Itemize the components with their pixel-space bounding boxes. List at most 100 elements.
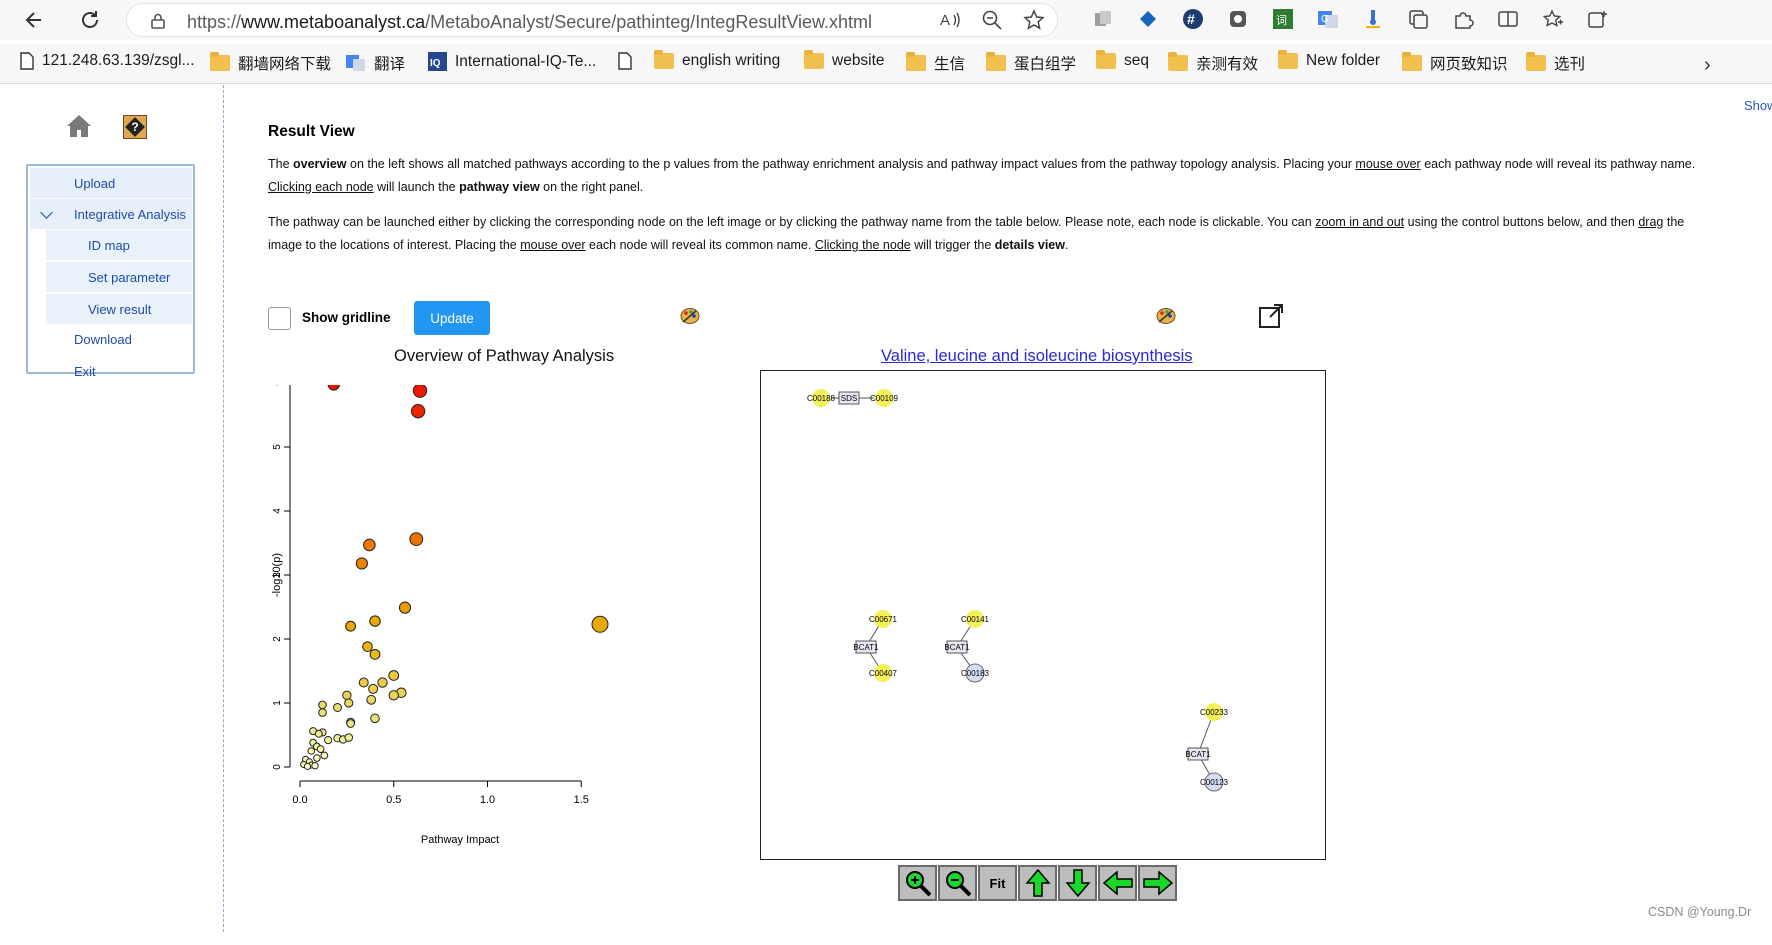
pathway-node[interactable]: BCAT1	[853, 640, 879, 654]
fit-button[interactable]: Fit	[978, 865, 1017, 901]
pathway-point[interactable]	[366, 694, 377, 705]
pathway-point[interactable]	[324, 736, 333, 745]
bookmark-folder[interactable]: 蛋白组学	[986, 52, 1076, 74]
bookmark-folder[interactable]: 亲测有效	[1168, 52, 1258, 74]
pathway-node[interactable]: C00188	[807, 389, 836, 407]
pathway-point[interactable]	[398, 601, 412, 614]
palette-icon[interactable]	[1156, 307, 1176, 325]
pathway-node[interactable]: C00233	[1200, 703, 1229, 721]
chevron-down-icon[interactable]	[40, 206, 53, 219]
pathway-point[interactable]	[342, 690, 352, 701]
pathway-point[interactable]	[368, 683, 379, 694]
update-button[interactable]: Update	[414, 301, 490, 335]
pathway-point[interactable]	[363, 538, 376, 552]
zoom-in-button[interactable]	[898, 865, 937, 901]
pathway-point[interactable]	[370, 713, 380, 724]
show-link[interactable]: Show	[1744, 98, 1772, 113]
pathway-point[interactable]	[377, 677, 388, 688]
zoom-out-button[interactable]	[938, 865, 977, 901]
extension-puzzle-dark-icon[interactable]	[1225, 6, 1251, 32]
palette-icon[interactable]	[680, 307, 700, 325]
zoom-out-icon[interactable]	[981, 9, 1003, 31]
split-screen-icon[interactable]	[1495, 6, 1521, 32]
back-button[interactable]	[20, 6, 48, 34]
pathway-point[interactable]	[345, 620, 357, 632]
favorites-icon[interactable]	[1540, 6, 1566, 32]
pathway-point[interactable]	[316, 745, 325, 753]
bookmark-folder[interactable]: 翻墙网络下载	[210, 52, 331, 74]
menu-item-upload[interactable]: Upload	[30, 168, 192, 198]
pathway-node[interactable]: C00183	[961, 663, 990, 683]
show-gridline-checkbox[interactable]	[268, 307, 291, 330]
menu-item-set-parameter[interactable]: Set parameter	[46, 262, 192, 292]
pathway-node[interactable]: BCAT1	[944, 640, 970, 654]
pathway-point[interactable]	[362, 641, 373, 652]
pathway-node[interactable]: C00123	[1200, 772, 1229, 792]
bookmark-folder[interactable]: 选刊	[1526, 52, 1585, 74]
url-text[interactable]: https://www.metaboanalyst.ca/MetaboAnaly…	[187, 12, 873, 32]
bookmark-item[interactable]: IQ International-IQ-Te...	[428, 52, 597, 71]
menu-item-integrative-analysis[interactable]: Integrative Analysis	[30, 199, 192, 229]
popout-icon[interactable]	[1258, 303, 1284, 329]
move-right-button[interactable]	[1138, 865, 1177, 901]
collections-panel-icon[interactable]	[1405, 6, 1431, 32]
extension-copy-icon[interactable]	[1090, 6, 1116, 32]
pathway-point[interactable]	[388, 690, 399, 701]
pathway-title-link[interactable]: Valine, leucine and isoleucine biosynthe…	[881, 347, 1193, 365]
pathway-point[interactable]	[307, 747, 316, 755]
extension-hash-icon[interactable]: #	[1180, 6, 1206, 32]
pathway-point[interactable]	[333, 702, 342, 712]
pathway-point[interactable]	[358, 677, 369, 688]
pathway-point[interactable]	[311, 762, 319, 770]
move-left-button[interactable]	[1098, 865, 1137, 901]
overview-scatter-plot[interactable]: 0 1 2 3 4 5 6 0.0 0.5 1.0 1.5 Pathway Impact -log10(…	[268, 385, 738, 945]
bookmark-folder[interactable]: website	[804, 50, 885, 70]
favorite-star-icon[interactable]	[1023, 9, 1045, 31]
plot-points[interactable]	[300, 385, 609, 770]
pathway-point[interactable]	[412, 385, 428, 398]
bookmark-folder[interactable]: english writing	[654, 50, 780, 70]
bookmarks-more-chevron-icon[interactable]: ›	[1704, 54, 1711, 76]
home-icon[interactable]	[66, 113, 92, 139]
bookmark-item[interactable]: 121.248.63.139/zsgl...	[20, 52, 195, 70]
pathway-graph[interactable]: C00188 SDS C00109 C00671 BCAT1 C00407 C00141 BC…	[761, 371, 1324, 858]
pathway-point[interactable]	[344, 733, 354, 742]
pathway-point[interactable]	[591, 615, 609, 633]
pathway-point[interactable]	[344, 698, 354, 708]
bookmark-item[interactable]: 翻译	[346, 52, 405, 74]
pathway-point[interactable]	[388, 670, 400, 681]
bookmark-folder[interactable]: seq	[1096, 50, 1149, 70]
menu-item-id-map[interactable]: ID map	[46, 230, 192, 260]
extension-microscope-icon[interactable]	[1360, 6, 1386, 32]
pathway-point[interactable]	[320, 751, 329, 760]
pathway-point[interactable]	[346, 719, 356, 728]
pathway-point[interactable]	[369, 615, 381, 627]
menu-item-view-result[interactable]: View result	[46, 294, 192, 324]
pathway-point[interactable]	[314, 729, 323, 738]
move-down-button[interactable]	[1058, 865, 1097, 901]
address-bar[interactable]: https://www.metaboanalyst.ca/MetaboAnaly…	[126, 3, 1058, 37]
reload-button[interactable]	[76, 6, 104, 34]
pathway-node[interactable]: BCAT1	[1185, 747, 1211, 761]
extension-diamond-icon[interactable]	[1135, 6, 1161, 32]
pathway-view-panel[interactable]: C00188 SDS C00109 C00671 BCAT1 C00407 C00141 BC…	[760, 370, 1326, 860]
bookmark-item[interactable]	[618, 52, 632, 70]
pathway-node[interactable]: SDS	[838, 391, 860, 405]
add-collection-icon[interactable]	[1585, 6, 1611, 32]
pathway-point[interactable]	[313, 754, 321, 762]
pathway-node[interactable]: C00671	[869, 610, 898, 628]
pathway-node[interactable]: C00109	[870, 389, 899, 407]
lock-icon[interactable]	[151, 13, 165, 29]
pathway-node[interactable]: C00141	[961, 610, 990, 628]
pathway-point[interactable]	[303, 762, 312, 770]
pathway-point[interactable]	[355, 557, 368, 570]
pathway-point[interactable]	[318, 708, 327, 717]
pathway-point[interactable]	[318, 700, 327, 710]
pathway-point[interactable]	[409, 532, 424, 547]
extensions-puzzle-icon[interactable]	[1450, 6, 1476, 32]
translate-extension-icon[interactable]: G	[1315, 6, 1341, 32]
bookmark-folder[interactable]: New folder	[1278, 50, 1380, 70]
bookmark-folder[interactable]: 生信	[906, 52, 965, 74]
menu-item-exit[interactable]: Exit	[74, 363, 96, 379]
pathway-node[interactable]: C00407	[869, 664, 898, 682]
